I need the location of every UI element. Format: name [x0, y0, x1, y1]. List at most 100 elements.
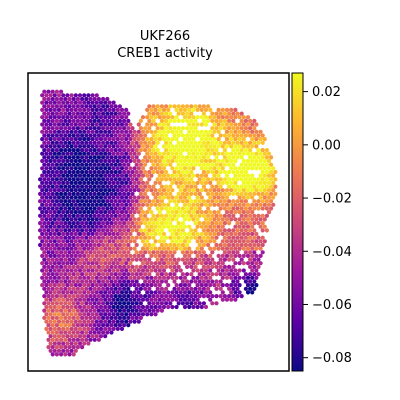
spot [258, 188, 263, 193]
spot [128, 312, 133, 317]
spot [132, 202, 137, 207]
spot [90, 275, 95, 280]
spot [172, 228, 177, 233]
spot [113, 272, 118, 277]
spot [252, 250, 257, 255]
spot [147, 140, 152, 145]
spot [241, 173, 246, 178]
spot [241, 151, 246, 156]
spot [84, 242, 89, 248]
spot [124, 144, 129, 149]
spot [105, 235, 110, 240]
spot [231, 257, 236, 262]
spot [48, 188, 53, 193]
spot [67, 294, 72, 299]
spot [88, 169, 93, 175]
spot [124, 166, 129, 171]
spot [111, 253, 116, 258]
spot [180, 140, 185, 145]
spot [44, 100, 49, 105]
spot [206, 191, 211, 196]
spot [197, 133, 202, 138]
spot [56, 151, 62, 156]
spot [149, 107, 154, 112]
spot [86, 253, 91, 258]
spot [191, 158, 196, 164]
spot [185, 272, 190, 277]
spot [69, 348, 74, 353]
spot [101, 286, 106, 291]
spot [149, 188, 154, 193]
spot [103, 224, 108, 229]
spot [44, 195, 49, 200]
spot [166, 195, 171, 200]
spot [172, 169, 177, 175]
spot [56, 239, 62, 244]
spot [197, 199, 202, 204]
spot [260, 199, 265, 204]
spot [153, 239, 158, 244]
spot [128, 122, 133, 127]
spot [138, 126, 143, 131]
spot [65, 144, 70, 149]
spot [212, 224, 217, 229]
spot [262, 166, 267, 171]
spot [220, 217, 225, 222]
spot [63, 308, 68, 313]
spot [258, 261, 263, 266]
spot [203, 239, 209, 244]
spot [77, 100, 83, 105]
spot [73, 290, 78, 295]
spot [67, 199, 72, 204]
spot [189, 177, 194, 182]
spot [233, 210, 238, 215]
spot [105, 264, 110, 269]
spot [73, 122, 78, 127]
spot [201, 140, 206, 145]
spot [54, 242, 60, 248]
spot [174, 239, 179, 244]
spot [130, 228, 135, 233]
spot [50, 169, 55, 175]
spot [122, 133, 127, 138]
spot [77, 158, 83, 164]
spot [132, 137, 137, 142]
spot [258, 239, 263, 244]
spot [237, 231, 242, 237]
spot [71, 199, 76, 204]
spot [111, 290, 116, 295]
spot [180, 286, 185, 291]
spot [180, 169, 185, 175]
spot [67, 221, 72, 226]
spot [237, 202, 242, 207]
spot [119, 166, 125, 171]
spot [48, 137, 53, 142]
spot [252, 126, 257, 131]
spot [231, 169, 236, 175]
spot [103, 173, 108, 178]
spot [86, 217, 91, 222]
spot [239, 169, 244, 175]
spot [88, 213, 93, 218]
spot [119, 151, 125, 156]
spot [54, 221, 60, 226]
spot [216, 173, 221, 178]
spot [48, 283, 53, 288]
spot [157, 129, 162, 134]
spot [231, 294, 236, 299]
spot [67, 235, 72, 240]
spot [96, 323, 101, 328]
spot [59, 177, 64, 182]
spot [63, 104, 68, 109]
spot [189, 155, 194, 160]
spot [132, 224, 137, 229]
spot [75, 257, 80, 262]
spot [71, 162, 76, 167]
spot [98, 173, 104, 178]
spot [147, 294, 152, 299]
spot [98, 180, 104, 185]
spot [168, 199, 173, 204]
spot [161, 151, 167, 156]
spot [187, 195, 192, 200]
spot [96, 206, 101, 211]
